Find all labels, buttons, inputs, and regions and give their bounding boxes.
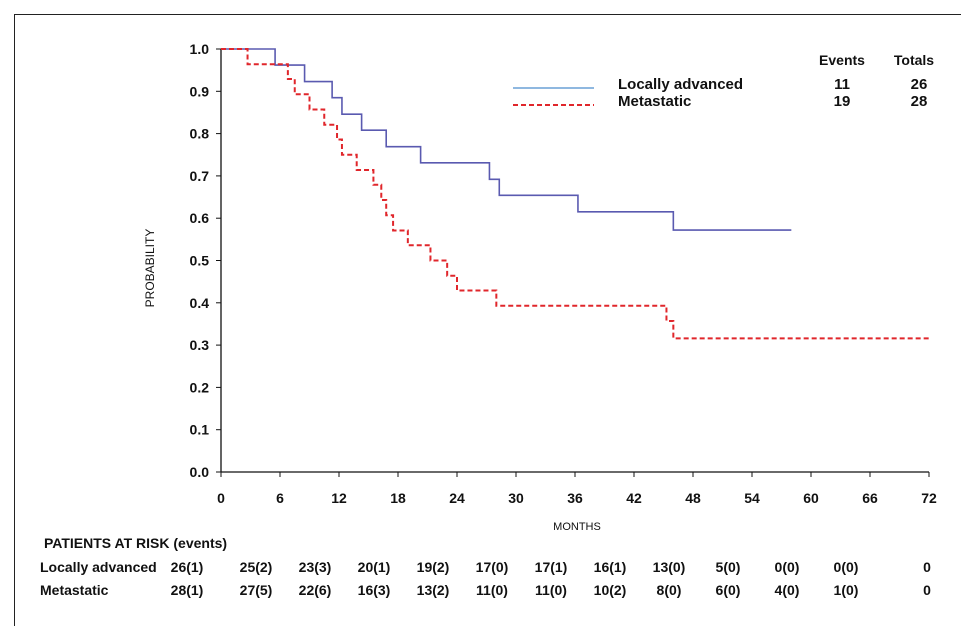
- risk-cell-1-4: 13(2): [417, 582, 450, 598]
- x-tick-label-66: 66: [862, 490, 878, 506]
- y-tick-label-0.6: 0.6: [190, 210, 210, 226]
- x-tick-label-12: 12: [331, 490, 347, 506]
- x-tick-label-60: 60: [803, 490, 819, 506]
- risk-cell-1-1: 27(5): [240, 582, 273, 598]
- legend-label-metastatic: Metastatic: [618, 93, 691, 110]
- risk-cell-0-6: 17(1): [535, 559, 568, 575]
- risk-cell-0-8: 13(0): [653, 559, 686, 575]
- risk-cell-1-5: 11(0): [476, 582, 508, 598]
- risk-cell-0-0: 26(1): [171, 559, 204, 575]
- risk-row-label-metastatic: Metastatic: [40, 582, 109, 598]
- risk-cell-1-2: 22(6): [299, 582, 332, 598]
- legend-label-locally-advanced: Locally advanced: [618, 76, 743, 93]
- risk-cell-1-3: 16(3): [358, 582, 391, 598]
- risk-cell-0-10: 0(0): [775, 559, 800, 575]
- x-tick-label-24: 24: [449, 490, 465, 506]
- legend: Events Totals Locally advanced 11 26 Met…: [513, 52, 934, 110]
- risk-cell-1-6: 11(0): [535, 582, 567, 598]
- risk-cell-0-9: 5(0): [716, 559, 741, 575]
- risk-cell-0-1: 25(2): [240, 559, 273, 575]
- risk-cell-0-5: 17(0): [476, 559, 509, 575]
- y-tick-label-0.0: 0.0: [190, 464, 210, 480]
- y-tick-label-0.4: 0.4: [190, 295, 210, 311]
- legend-header-totals: Totals: [894, 52, 934, 68]
- risk-cell-0-12: 0: [923, 559, 931, 575]
- y-tick-label-0.9: 0.9: [190, 83, 210, 99]
- figure-frame: [14, 14, 961, 626]
- y-tick-label-0.3: 0.3: [190, 337, 210, 353]
- risk-cell-1-9: 6(0): [716, 582, 741, 598]
- risk-cell-1-12: 0: [923, 582, 931, 598]
- risk-cell-1-7: 10(2): [594, 582, 627, 598]
- risk-cell-1-11: 1(0): [834, 582, 859, 598]
- y-tick-label-0.1: 0.1: [190, 422, 210, 438]
- x-tick-label-54: 54: [744, 490, 760, 506]
- x-tick-label-30: 30: [508, 490, 524, 506]
- legend-totals-locally-advanced: 26: [911, 76, 928, 93]
- risk-cell-1-8: 8(0): [657, 582, 682, 598]
- risk-cells: 26(1) 25(2) 23(3) 20(1) 19(2) 17(0) 17(1) 16(1)…: [171, 559, 931, 598]
- patients-at-risk-table: PATIENTS AT RISK (events) Locally advanc…: [40, 535, 931, 598]
- risk-cell-0-4: 19(2): [417, 559, 450, 575]
- risk-cell-0-11: 0(0): [834, 559, 859, 575]
- risk-cell-1-0: 28(1): [171, 582, 204, 598]
- legend-totals-metastatic: 28: [911, 93, 928, 110]
- series-line-metastatic: [221, 48, 929, 340]
- series-line-locally-advanced: [221, 48, 792, 231]
- y-tick-label-0.5: 0.5: [190, 253, 210, 269]
- survival-curves: [221, 48, 929, 340]
- y-tick-label-1.0: 1.0: [190, 41, 210, 57]
- x-axis-label: MONTHS: [553, 521, 601, 533]
- risk-table-title: PATIENTS AT RISK (events): [44, 535, 227, 551]
- legend-events-metastatic: 19: [834, 93, 851, 110]
- risk-row-label-locally-advanced: Locally advanced: [40, 559, 157, 575]
- x-tick-label-18: 18: [390, 490, 406, 506]
- x-tick-label-0: 0: [217, 490, 225, 506]
- x-tick-label-72: 72: [921, 490, 937, 506]
- legend-events-locally-advanced: 11: [834, 76, 850, 93]
- y-tick-label-0.7: 0.7: [190, 168, 210, 184]
- legend-header-events: Events: [819, 52, 865, 68]
- risk-cell-0-3: 20(1): [358, 559, 391, 575]
- risk-cell-0-2: 23(3): [299, 559, 332, 575]
- axes: 0 6 12 18 24 30 36 42 48 54 60 66 72 0.0 0.1 0.2 0.3 0.4 0…: [190, 41, 937, 506]
- x-tick-label-6: 6: [276, 490, 284, 506]
- y-tick-label-0.8: 0.8: [190, 126, 210, 142]
- y-tick-label-0.2: 0.2: [190, 379, 210, 395]
- y-axis-label: PROBABILITY: [143, 229, 157, 308]
- x-tick-label-36: 36: [567, 490, 583, 506]
- risk-cell-1-10: 4(0): [775, 582, 800, 598]
- x-tick-label-48: 48: [685, 490, 701, 506]
- x-tick-label-42: 42: [626, 490, 642, 506]
- risk-cell-0-7: 16(1): [594, 559, 627, 575]
